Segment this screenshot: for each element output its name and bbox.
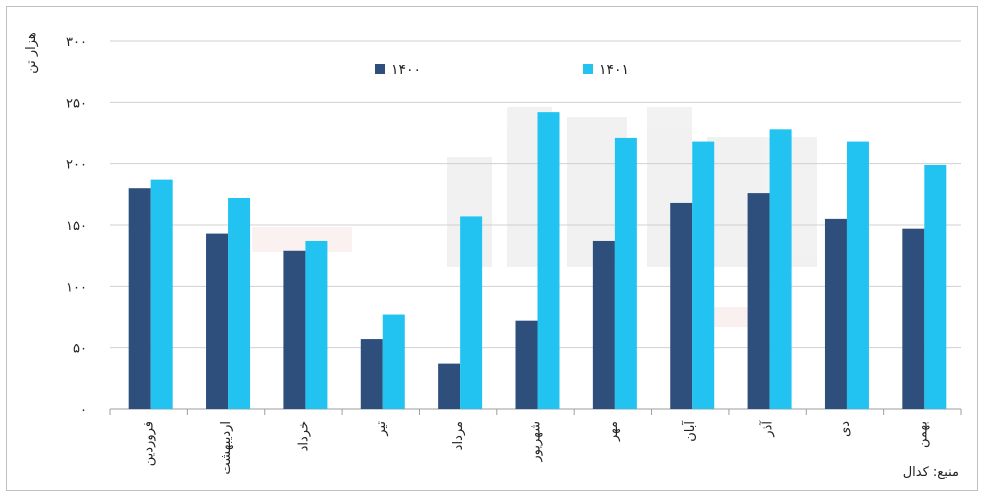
x-category-label: دی (838, 421, 853, 437)
bar-series2 (150, 179, 173, 409)
bar-series2 (460, 216, 483, 409)
y-tick-label: ۵۰ (73, 342, 87, 357)
y-tick-label: ۲۰۰ (66, 158, 87, 173)
bar-series1 (206, 233, 229, 409)
bar-series1 (592, 240, 615, 409)
x-category-label: فروردین (142, 421, 157, 466)
x-category-label: اردیبهشت (219, 421, 234, 475)
bar-series1 (824, 218, 847, 409)
y-tick-label: ۱۵۰ (66, 219, 87, 234)
bar-series1 (902, 228, 925, 409)
bar-series2 (614, 137, 637, 409)
bar-series2 (382, 314, 405, 409)
bar-chart: ۰ ۵۰ ۱۰۰ ۱۵۰ ۲۰۰ ۲۵۰ ۳۰۰ فروردین اردیبهشت خرداد ت… (24, 32, 962, 475)
x-category-label: شهریور (529, 421, 544, 463)
bar-series2 (692, 141, 715, 409)
legend: ۱۴۰۰ ۱۴۰۱ (375, 62, 629, 78)
bar-series2 (537, 112, 560, 409)
x-category-label: آبان (681, 420, 698, 442)
x-axis-labels: فروردین اردیبهشت خرداد تیر مرداد شهریور مهر آبا… (142, 420, 931, 475)
y-tick-label: ۲۵۰ (66, 96, 87, 111)
x-category-label: آذر (759, 420, 776, 438)
y-axis-label: هزار تن (24, 32, 39, 74)
x-category-label: مهر (606, 421, 621, 442)
y-tick-label: ۰ (80, 403, 87, 418)
x-category-label: خرداد (296, 421, 311, 451)
bar-series2 (305, 240, 328, 409)
chart-frame: ۰ ۵۰ ۱۰۰ ۱۵۰ ۲۰۰ ۲۵۰ ۳۰۰ فروردین اردیبهشت خرداد ت… (6, 6, 978, 491)
bar-series1 (747, 193, 770, 409)
bar-series2 (846, 141, 869, 409)
watermark-logo (252, 107, 817, 327)
y-tick-label: ۱۰۰ (66, 280, 87, 295)
bars (128, 112, 947, 409)
bar-series2 (924, 164, 947, 409)
y-axis-ticks: ۰ ۵۰ ۱۰۰ ۱۵۰ ۲۰۰ ۲۵۰ ۳۰۰ (66, 35, 87, 418)
y-tick-label: ۳۰۰ (66, 35, 87, 50)
bar-series2 (769, 129, 792, 409)
bar-series2 (228, 198, 251, 409)
source-note: منبع: کدال (902, 465, 959, 480)
bar-series1 (128, 188, 151, 409)
bar-series1 (283, 250, 306, 409)
x-category-label: مرداد (451, 421, 466, 450)
legend-label: ۱۴۰۱ (599, 62, 629, 78)
x-category-label: بهمن (915, 421, 930, 448)
legend-label: ۱۴۰۰ (391, 62, 421, 78)
x-category-label: تیر (374, 421, 389, 437)
bar-series1 (438, 363, 461, 409)
legend-swatch (583, 64, 593, 74)
bar-series1 (515, 320, 538, 409)
bar-series1 (670, 202, 693, 409)
legend-swatch (375, 64, 385, 74)
bar-series1 (360, 339, 383, 409)
